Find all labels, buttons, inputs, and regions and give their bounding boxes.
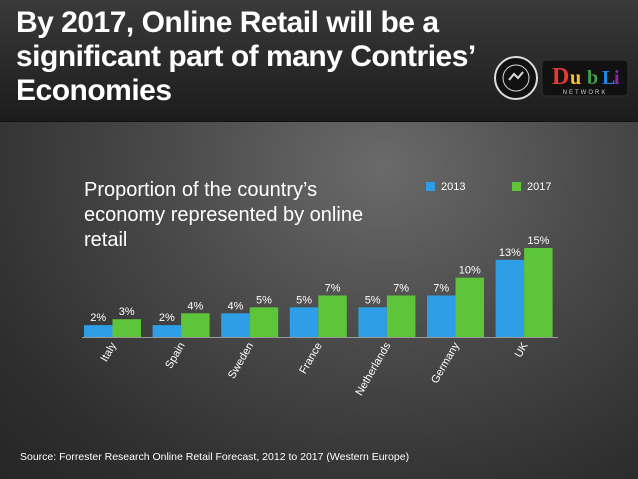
legend-label-2017: 2017 [527, 181, 552, 193]
data-label: 3% [119, 306, 135, 318]
bar-2017-sweden [249, 307, 279, 337]
bar-2013-germany [427, 295, 456, 337]
category-label: Spain [163, 341, 187, 371]
data-label: 2% [90, 312, 106, 324]
bar-2017-germany [455, 277, 484, 337]
data-label: 10% [459, 265, 481, 277]
legend-label-2013: 2013 [441, 181, 466, 193]
bar-2013-netherlands [358, 307, 387, 337]
bar-2017-netherlands [386, 295, 416, 337]
legend-item-2013: 2013 [426, 181, 465, 193]
chart-title: Proportion of the country’s economy repr… [84, 179, 364, 251]
legend-swatch-2017 [512, 182, 521, 191]
logo-letter: u [570, 67, 581, 89]
data-label: 13% [499, 247, 521, 259]
category-label: Italy [99, 340, 120, 364]
category-label: Germany [429, 340, 462, 386]
bar-2013-sweden [221, 313, 250, 337]
bar-2013-italy [84, 325, 113, 337]
bar-2017-france [318, 295, 347, 337]
logo-letter: D [552, 64, 569, 90]
logo-letter: i [614, 67, 620, 89]
slide-header: By 2017, Online Retail will be a signifi… [0, 0, 638, 122]
bar-2013-france [289, 307, 319, 337]
data-label: 5% [296, 294, 312, 306]
data-label: 2% [159, 312, 175, 324]
bar-2017-italy [112, 319, 141, 337]
bar-2013-spain [152, 325, 182, 337]
bar-2017-uk [524, 248, 553, 337]
data-label: 5% [256, 294, 272, 306]
logo-letter: L [602, 67, 615, 89]
bar-2013-uk [495, 259, 525, 337]
bar-2017-spain [181, 313, 210, 337]
source-note: Source: Forrester Research Online Retail… [20, 451, 410, 463]
legend-item-2017: 2017 [512, 181, 551, 193]
data-label: 5% [365, 294, 381, 306]
data-label: 7% [325, 282, 341, 294]
svg-text:NETWORK: NETWORK [563, 90, 608, 96]
data-label: 4% [187, 300, 203, 312]
category-label: France [297, 341, 325, 377]
data-label: 15% [527, 235, 549, 247]
logo-letter: b [587, 67, 598, 89]
category-label: Sweden [226, 341, 256, 381]
data-label: 7% [393, 282, 409, 294]
category-label: UK [513, 340, 531, 360]
data-label: 4% [227, 300, 243, 312]
slide-title: By 2017, Online Retail will be a signifi… [16, 6, 475, 107]
category-label: Netherlands [353, 340, 393, 398]
data-label: 7% [433, 282, 449, 294]
legend-swatch-2013 [426, 182, 435, 191]
